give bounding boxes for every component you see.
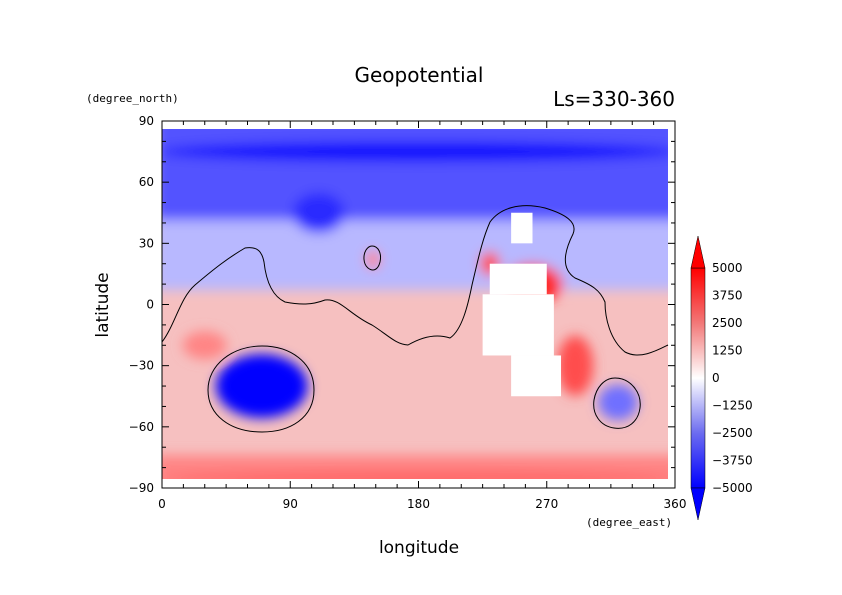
y-tick-label: −60	[129, 420, 154, 434]
colorbar-body	[690, 267, 706, 489]
missing-data-cell	[511, 212, 533, 244]
colorbar-high-arrow	[690, 235, 706, 269]
y-tick-label: −30	[129, 359, 154, 373]
y-units-label: (degree_north)	[86, 92, 179, 105]
colorbar-label: −5000	[712, 481, 753, 495]
chart-title: Geopotential	[354, 63, 483, 87]
missing-data-cell	[482, 294, 554, 356]
zero-contour-southeast	[593, 377, 641, 429]
colorbar-label: −2500	[712, 426, 753, 440]
y-tick-label: 60	[139, 175, 154, 189]
axis-tick-labels: 0 90 180 270 360 90 60 30 0 −30 −60 −90	[129, 114, 687, 511]
midlatitude-low-band	[162, 220, 668, 290]
field-feature	[162, 470, 668, 479]
missing-data-cell	[489, 263, 547, 295]
missing-data-cell	[511, 355, 561, 397]
colorbar-label: 3750	[712, 289, 743, 303]
axis-ticks	[161, 120, 676, 489]
zero-contour-southwest	[207, 345, 315, 433]
zero-contour-island	[363, 245, 381, 271]
field-feature	[557, 335, 594, 396]
x-units-label: (degree_east)	[586, 516, 672, 529]
colorbar-label: 1250	[712, 344, 743, 358]
colorbar-label: 5000	[712, 261, 743, 275]
north-polar-low	[162, 129, 668, 225]
field-feature	[182, 331, 227, 360]
zero-contours	[161, 205, 669, 433]
field-feature	[162, 141, 668, 162]
field-feature	[292, 192, 345, 233]
y-tick-label: 0	[146, 298, 154, 312]
x-axis-label: longitude	[379, 538, 459, 558]
colorbar-low-arrow	[690, 487, 706, 521]
x-tick-label: 360	[664, 497, 687, 511]
field-feature	[598, 384, 638, 421]
x-tick-label: 180	[407, 497, 430, 511]
colorbar-label: 0	[712, 371, 720, 385]
colorbar-label: 2500	[712, 316, 743, 330]
x-tick-label: 270	[535, 497, 558, 511]
field-feature	[365, 250, 380, 269]
zero-contour-main	[161, 205, 669, 356]
colorbar-label: −1250	[712, 399, 753, 413]
x-tick-label: 90	[283, 497, 298, 511]
colorbar-label: −3750	[712, 454, 753, 468]
y-tick-label: −90	[129, 481, 154, 495]
chart-subtitle: Ls=330-360	[553, 87, 675, 111]
y-tick-label: 30	[139, 236, 154, 250]
colorbar: 5000 3750 2500 1250 0 −1250 −2500 −3750 −5000	[690, 235, 753, 521]
heatmap-field	[162, 129, 668, 479]
y-tick-label: 90	[139, 114, 154, 128]
y-axis-label: latitude	[93, 272, 113, 337]
field-feature	[215, 354, 308, 419]
x-tick-label: 0	[158, 497, 166, 511]
